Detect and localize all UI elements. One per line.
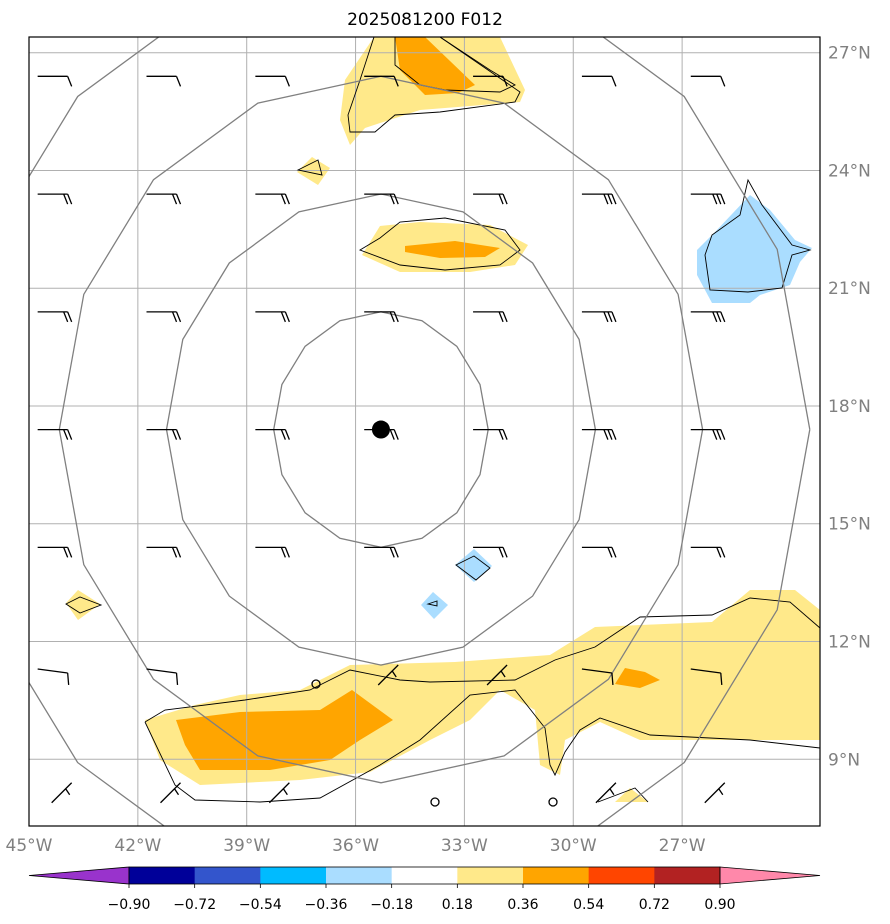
wind-barb: [255, 428, 290, 440]
longitude-label: 33°W: [441, 836, 488, 856]
wind-barb: [255, 193, 290, 205]
wind-barbs: [37, 75, 726, 804]
latitude-label: 21°N: [828, 279, 871, 299]
wind-barb: [37, 193, 73, 205]
wind-barb: [37, 428, 73, 440]
wind-barb: [473, 428, 508, 440]
colorbar: [28, 866, 821, 885]
map-gridlines: [29, 37, 820, 826]
colorbar-segment: [391, 867, 458, 884]
wind-barb: [473, 193, 508, 205]
wind-barb: [595, 782, 617, 804]
map-frame: [28, 36, 821, 827]
wind-barb: [255, 75, 290, 87]
map-plot-area: [29, 37, 820, 826]
wind-barb: [690, 75, 726, 87]
colorbar-label: −0.36: [305, 897, 348, 913]
longitude-label: 27°W: [659, 836, 706, 856]
colorbar-label: −0.90: [108, 897, 151, 913]
wind-barb: [364, 546, 399, 558]
wind-barb: [581, 193, 617, 205]
colorbar-segment: [588, 867, 655, 884]
wind-barb: [364, 193, 399, 205]
wind-barb: [581, 311, 617, 323]
colorbar-segment: [654, 867, 721, 884]
wind-barb: [160, 782, 181, 804]
wind-barb: [581, 75, 617, 87]
latitude-tick-labels: 9°N 12°N 15°N 18°N 21°N 24°N 27°N: [828, 44, 871, 771]
wind-barb: [690, 668, 723, 686]
colorbar-label: 0.36: [507, 897, 538, 913]
colorbar-lower-extend: [28, 866, 130, 885]
colorbar-segment: [523, 867, 590, 884]
colorbar-label: −0.54: [239, 897, 282, 913]
longitude-label: 36°W: [332, 836, 379, 856]
range-ring: [29, 37, 811, 826]
distance-range-rings: [29, 37, 811, 826]
wind-barb: [377, 664, 399, 686]
wind-barb: [146, 311, 182, 323]
colorbar-label: 0.18: [442, 897, 473, 913]
wind-barb: [473, 546, 508, 558]
wind-barb: [581, 428, 617, 440]
wind-barb: [51, 782, 73, 804]
wind-barb: [37, 668, 70, 686]
wind-barb: [255, 546, 290, 558]
wind-barb: [364, 75, 399, 87]
anomaly-contours: [65, 37, 820, 803]
colorbar-label: −0.18: [370, 897, 413, 913]
latitude-label: 18°N: [828, 397, 871, 417]
wind-barb: [690, 546, 726, 558]
wind-barb: [473, 75, 508, 87]
colorbar-outline: [128, 866, 721, 885]
longitude-label: 39°W: [223, 836, 270, 856]
colorbar-label: 0.72: [639, 897, 670, 913]
wind-barb: [690, 193, 726, 205]
wind-barb: [690, 311, 726, 323]
wind-barb: [690, 428, 726, 440]
wind-barb: [146, 75, 182, 87]
latitude-label: 12°N: [828, 633, 871, 653]
wind-barb: [255, 311, 290, 323]
colorbar-segment: [260, 867, 327, 884]
colorbar-segment: [129, 867, 196, 884]
wind-barb: [581, 668, 614, 686]
latitude-label: 24°N: [828, 161, 871, 181]
wind-barb: [37, 546, 73, 558]
storm-center-marker: [371, 420, 390, 439]
wind-barb: [704, 782, 726, 804]
wind-barb: [268, 782, 290, 804]
latitude-label: 9°N: [828, 750, 860, 770]
colorbar-segment: [194, 867, 261, 884]
colorbar-label: 0.54: [573, 897, 604, 913]
colorbar-tick-labels: −0.90 −0.72 −0.54 −0.36 −0.18 0.18 0.36 0.54 0.7…: [108, 884, 736, 913]
colorbar-segment: [326, 867, 393, 884]
latitude-label: 27°N: [828, 44, 871, 64]
wind-barb: [146, 428, 182, 440]
latitude-label: 15°N: [828, 515, 871, 535]
colorbar-label: −0.72: [173, 897, 216, 913]
longitude-label: 42°W: [114, 836, 161, 856]
wind-barb: [37, 311, 73, 323]
colorbar-segment: [457, 867, 524, 884]
longitude-tick-labels: 45°W 42°W 39°W 36°W 33°W 30°W 27°W: [6, 836, 706, 856]
wind-barb: [146, 193, 182, 205]
wind-barb: [146, 546, 182, 558]
wind-barb: [486, 664, 508, 686]
wind-barb: [37, 75, 73, 87]
longitude-label: 30°W: [550, 836, 597, 856]
positive-anomaly-shading: [66, 37, 820, 802]
colorbar-upper-extend: [719, 866, 821, 885]
calm-wind-markers: [311, 679, 558, 807]
colorbar-label: 0.90: [704, 897, 735, 913]
wind-barb: [364, 311, 399, 323]
wind-barb: [581, 546, 617, 558]
map-title: 2025081200 F012: [347, 10, 503, 30]
wind-barb: [473, 311, 508, 323]
longitude-label: 45°W: [6, 836, 53, 856]
wind-barb: [146, 668, 179, 686]
